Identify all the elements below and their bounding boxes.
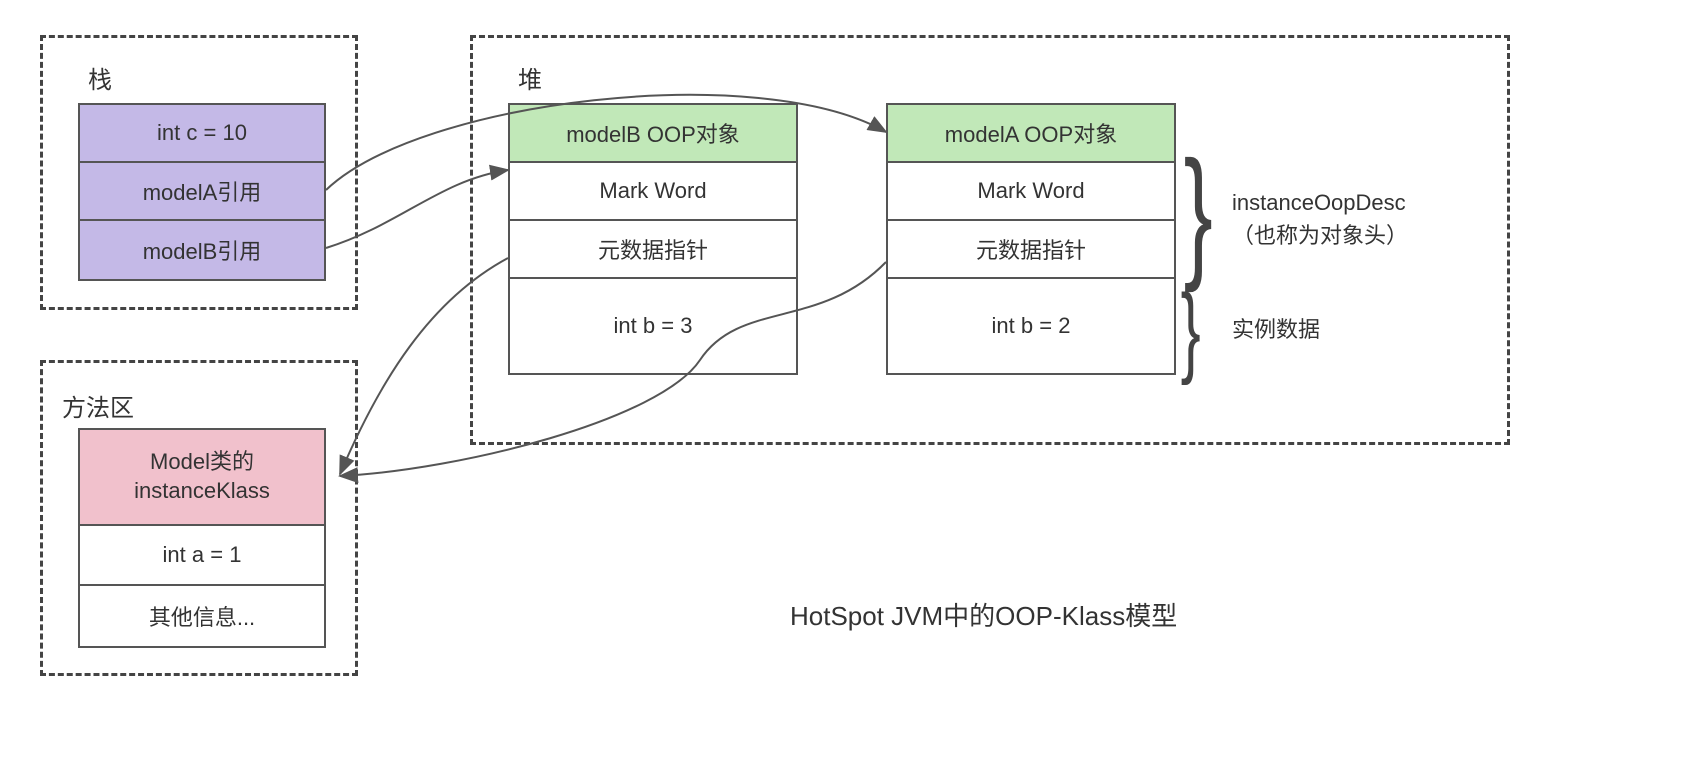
- brace-upper: }: [1184, 140, 1213, 285]
- stack-block: int c = 10 modelA引用 modelB引用: [78, 103, 326, 281]
- diagram-caption: HotSpot JVM中的OOP-Klass模型: [790, 596, 1177, 633]
- annot-oopdesc-line1: instanceOopDesc: [1232, 186, 1408, 219]
- stack-row: modelA引用: [80, 163, 324, 221]
- stack-row: modelB引用: [80, 221, 324, 279]
- annot-oopdesc: instanceOopDesc （也称为对象头）: [1232, 186, 1408, 252]
- method-row: int a = 1: [80, 526, 324, 586]
- method-header-line1: Model类的: [150, 448, 254, 477]
- method-header: Model类的 instanceKlass: [80, 430, 324, 526]
- heap-modela-row: Mark Word: [888, 163, 1174, 221]
- heap-modela-header: modelA OOP对象: [888, 105, 1174, 163]
- heap-modelb-block: modelB OOP对象 Mark Word 元数据指针 int b = 3: [508, 103, 798, 375]
- method-row: 其他信息...: [80, 586, 324, 646]
- heap-label: 堆: [518, 60, 542, 95]
- heap-modelb-row: int b = 3: [510, 279, 796, 373]
- stack-label: 栈: [88, 60, 112, 95]
- heap-modelb-row: Mark Word: [510, 163, 796, 221]
- annot-instance-data: 实例数据: [1232, 312, 1320, 344]
- method-header-line2: instanceKlass: [134, 477, 270, 506]
- method-block: Model类的 instanceKlass int a = 1 其他信息...: [78, 428, 326, 648]
- heap-modela-row: 元数据指针: [888, 221, 1174, 279]
- stack-row: int c = 10: [80, 105, 324, 163]
- brace-lower: }: [1181, 280, 1201, 380]
- heap-modelb-header: modelB OOP对象: [510, 105, 796, 163]
- heap-modela-row: int b = 2: [888, 279, 1174, 373]
- annot-oopdesc-line2: （也称为对象头）: [1232, 219, 1408, 252]
- heap-modelb-row: 元数据指针: [510, 221, 796, 279]
- method-label: 方法区: [62, 388, 134, 423]
- heap-modela-block: modelA OOP对象 Mark Word 元数据指针 int b = 2: [886, 103, 1176, 375]
